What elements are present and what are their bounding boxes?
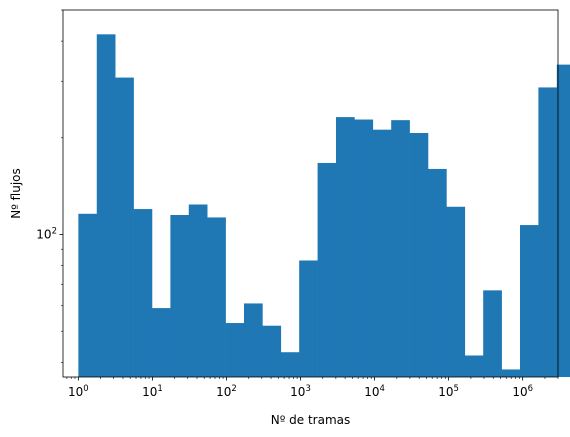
histogram-bar: [520, 225, 539, 377]
x-tick-label: 104: [364, 384, 385, 399]
x-axis-ticks: 100 101 102 103 104 105 106: [66, 377, 559, 399]
histogram-bars: [78, 34, 570, 378]
histogram-bar: [317, 162, 337, 377]
x-tick-label: 106: [512, 384, 533, 399]
histogram-bar: [372, 129, 392, 377]
y-axis-ticks: 102: [36, 9, 63, 363]
histogram-bar: [151, 308, 171, 377]
histogram-bar: [299, 260, 318, 377]
x-tick-label: 100: [68, 384, 89, 399]
histogram-bar: [170, 215, 190, 377]
histogram-bar: [464, 355, 484, 377]
x-tick-label: 103: [290, 384, 311, 399]
histogram-bar: [501, 369, 521, 377]
histogram-bar: [538, 87, 558, 378]
histogram-bar: [409, 133, 429, 377]
x-tick-label: 101: [142, 384, 163, 399]
histogram-bar: [243, 303, 263, 377]
histogram-bar: [207, 217, 226, 377]
histogram-bar: [96, 34, 116, 377]
x-axis-label: Nº de tramas: [271, 413, 351, 427]
histogram-bar: [446, 206, 466, 377]
histogram-bar: [115, 77, 134, 377]
histogram-bar: [335, 117, 355, 378]
x-tick-label: 105: [438, 384, 459, 399]
histogram-bar: [225, 323, 245, 377]
y-tick-label: 102: [36, 226, 57, 241]
plot-frame: [62, 9, 559, 378]
histogram-bar: [391, 120, 410, 378]
histogram-bar: [556, 64, 570, 378]
histogram-bar: [262, 325, 282, 377]
histogram-bar: [280, 352, 300, 377]
histogram-bar: [428, 168, 447, 377]
histogram-bar: [483, 290, 502, 377]
histogram-bar: [188, 204, 208, 377]
histogram-bar: [78, 213, 98, 377]
histogram-bar: [354, 119, 374, 377]
y-axis-label: Nº flujos: [9, 168, 23, 219]
x-tick-label: 102: [216, 384, 237, 399]
histogram-bar: [133, 209, 153, 377]
